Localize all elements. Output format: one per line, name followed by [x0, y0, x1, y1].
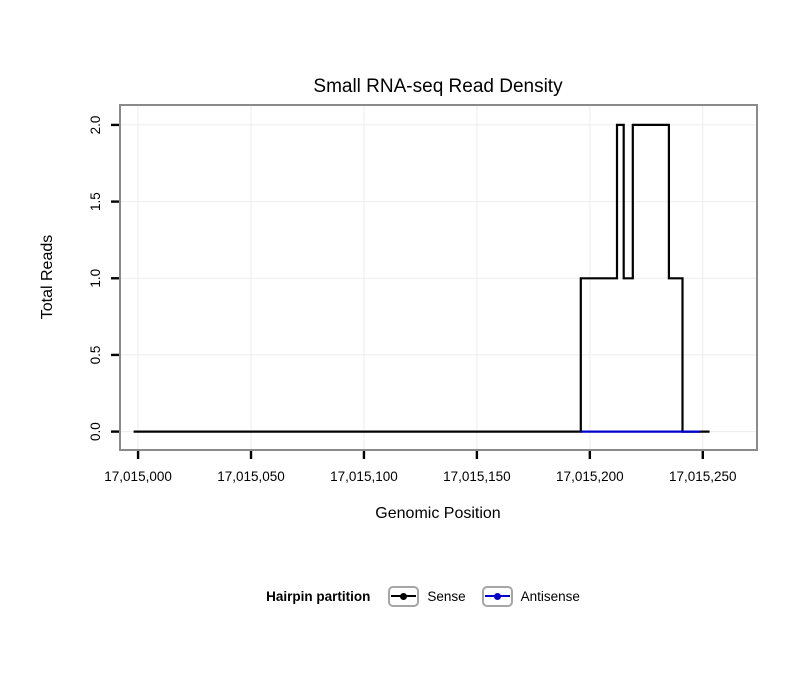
legend-item-antisense: Antisense — [481, 585, 580, 607]
y-tick-label: 2.0 — [88, 116, 103, 135]
legend-dot-icon — [400, 592, 408, 600]
legend-title: Hairpin partition — [266, 588, 371, 604]
x-tick-label: 17,015,250 — [669, 469, 737, 484]
y-tick-label: 0.0 — [88, 422, 103, 441]
legend-item-sense: Sense — [388, 585, 466, 607]
series-line-sense — [133, 123, 710, 433]
x-tick-label: 17,015,000 — [104, 469, 172, 484]
legend-dot-icon — [493, 592, 501, 600]
chart-title: Small RNA-seq Read Density — [313, 76, 563, 97]
read-density-chart: Small RNA-seq Read Density 17,015,000 17,… — [39, 76, 758, 522]
x-tick-label: 17,015,050 — [217, 469, 285, 484]
y-axis-title: Total Reads — [39, 235, 56, 320]
x-tick-label: 17,015,100 — [330, 469, 398, 484]
legend: Hairpin partition Sense Antisense — [18, 583, 810, 609]
x-axis-title: Genomic Position — [375, 505, 500, 522]
y-tick-label: 0.5 — [88, 346, 103, 365]
legend-label-sense: Sense — [427, 588, 466, 604]
plot-panel: 17,015,000 17,015,050 17,015,100 17,015,150… — [88, 104, 758, 484]
y-tick-label: 1.5 — [88, 192, 103, 211]
legend-key-sense — [388, 585, 420, 607]
x-tick-label: 17,015,200 — [556, 469, 624, 484]
y-tick-label: 1.0 — [88, 269, 103, 288]
legend-key-antisense — [481, 585, 513, 607]
x-tick-label: 17,015,150 — [443, 469, 511, 484]
legend-label-antisense: Antisense — [520, 588, 580, 604]
plot-panel-border — [119, 104, 758, 451]
